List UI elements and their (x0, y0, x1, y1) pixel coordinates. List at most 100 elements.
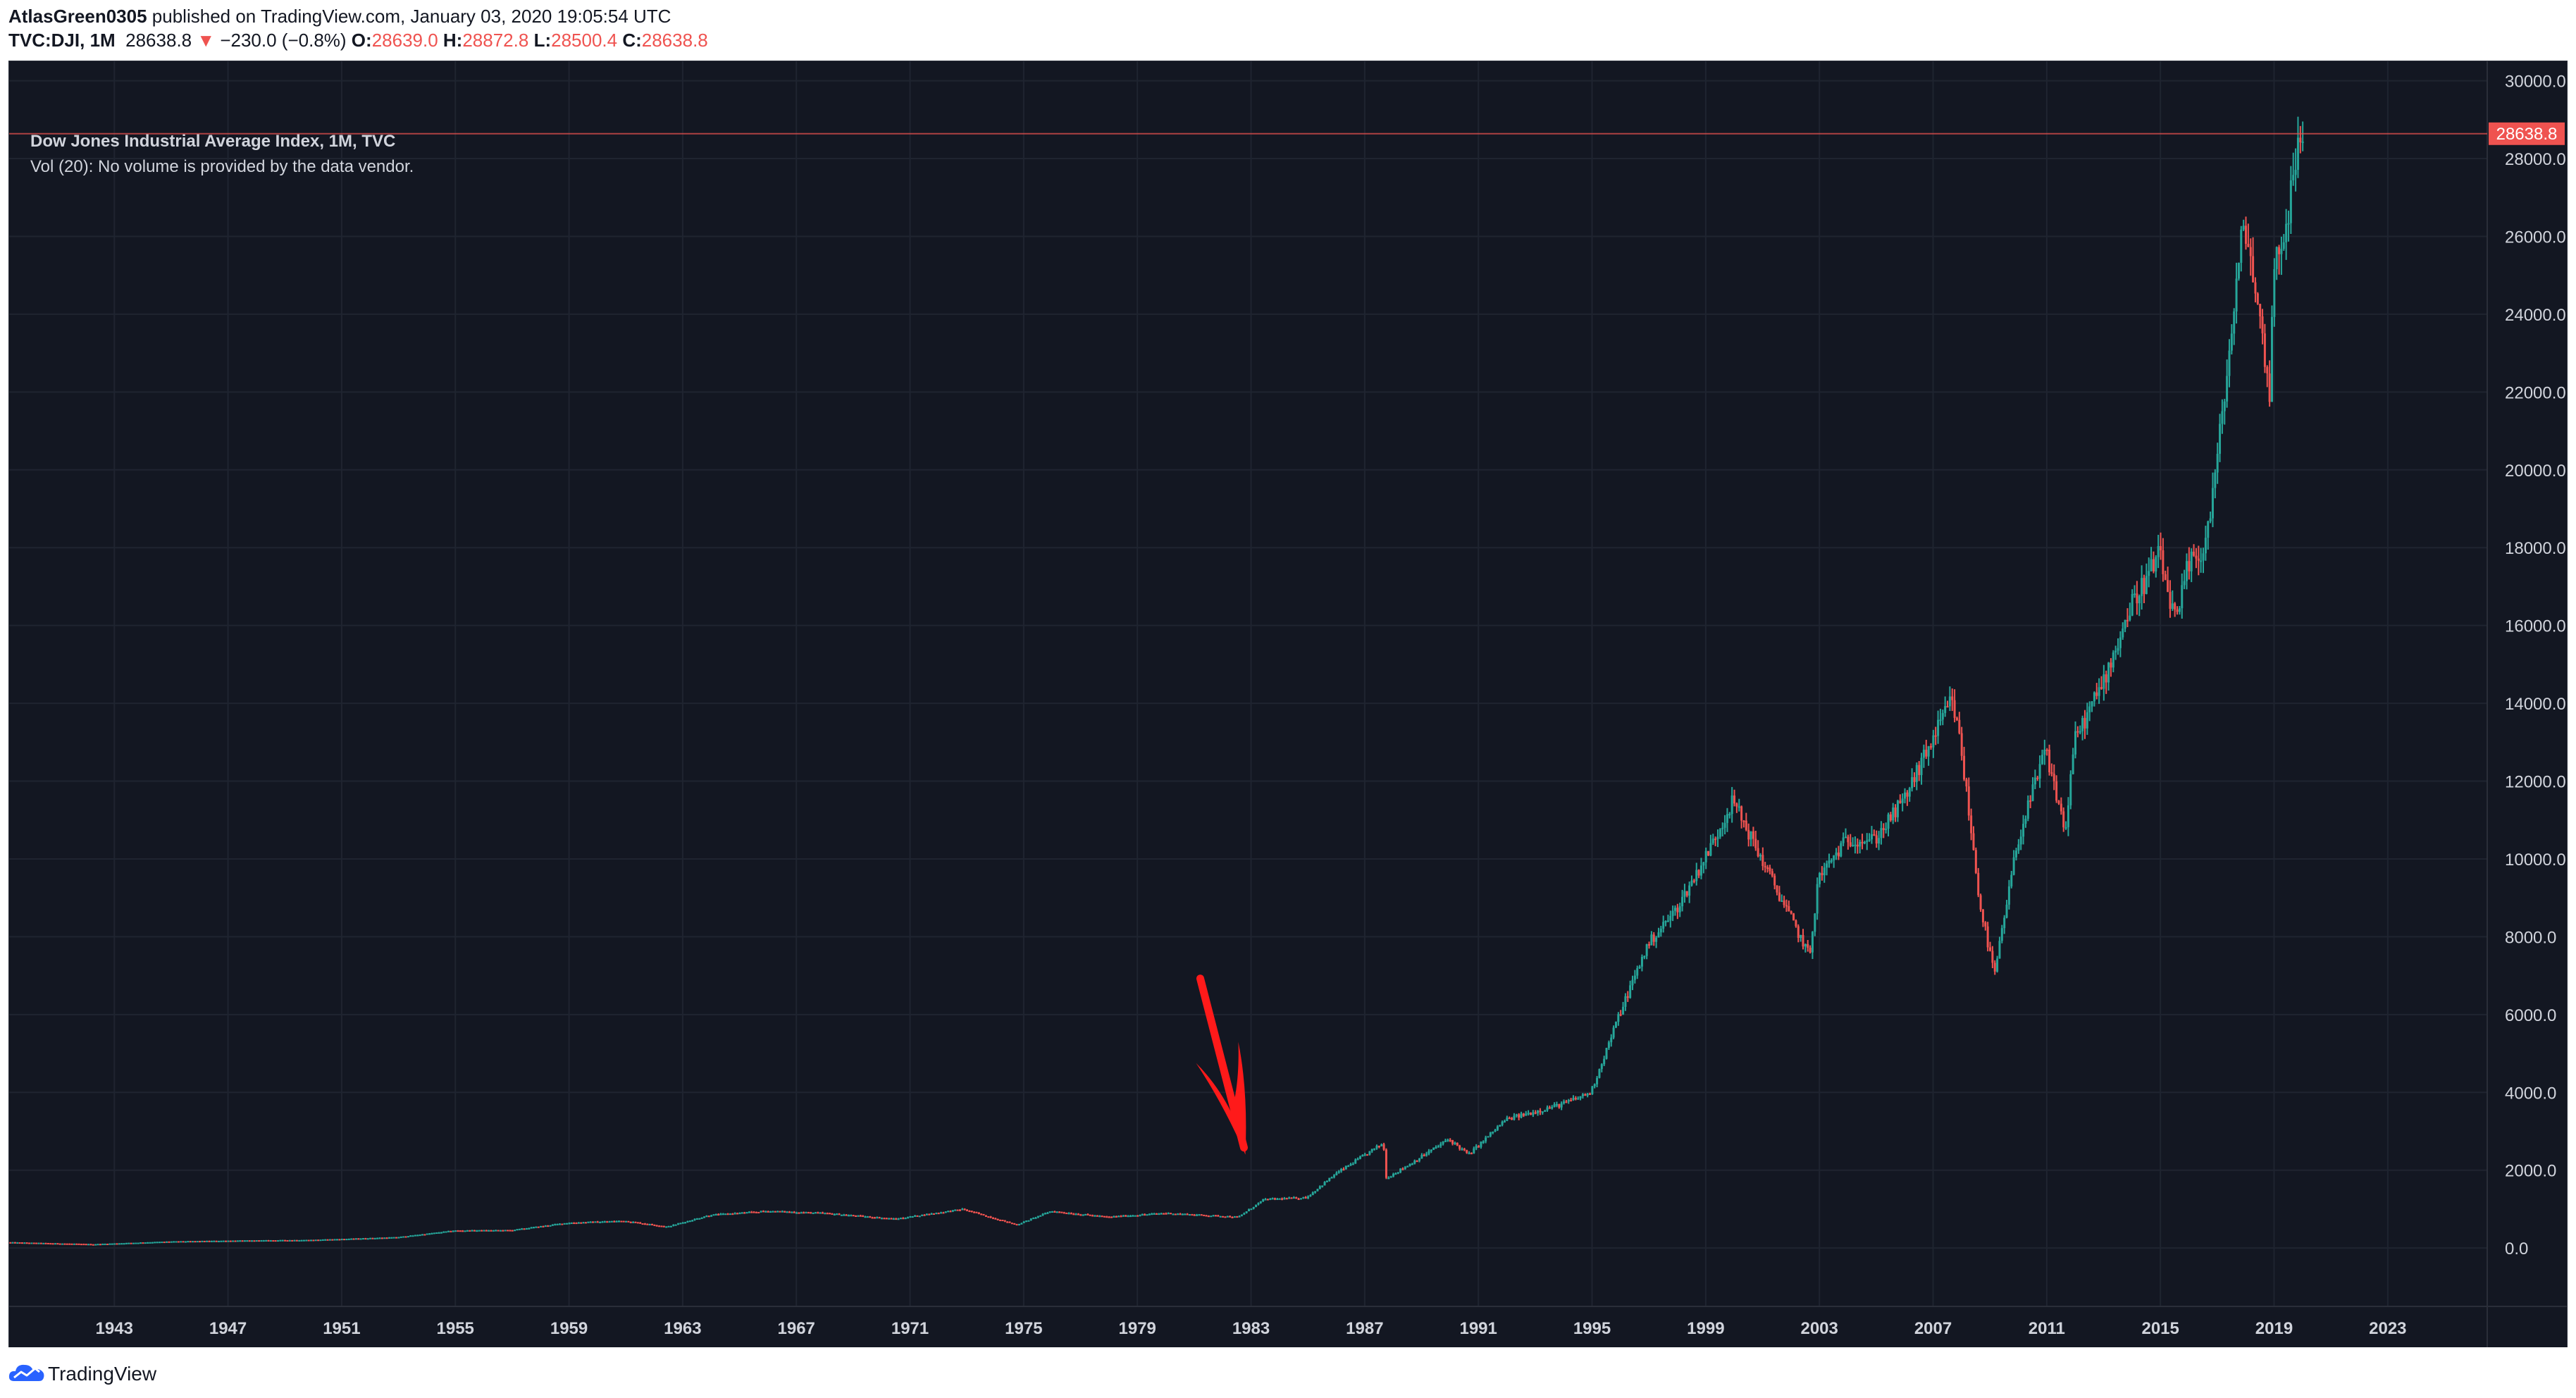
candle-body (1165, 1213, 1168, 1215)
candle-body (2007, 886, 2010, 905)
candle-body (540, 1225, 543, 1227)
candle-body (1264, 1199, 1267, 1201)
candle-body (321, 1239, 324, 1241)
candle-body (2024, 818, 2027, 824)
candle-body (1449, 1139, 1451, 1142)
candle-body (1248, 1209, 1251, 1212)
candle-body (2296, 137, 2299, 170)
candle-body (2195, 555, 2198, 559)
candle-body (352, 1238, 355, 1240)
candle-body (2188, 561, 2191, 571)
candle-body (208, 1240, 211, 1242)
candle-body (1560, 1103, 1563, 1108)
candle-body (1003, 1220, 1006, 1222)
candle-body (594, 1221, 597, 1223)
x-tick-label: 1955 (437, 1319, 474, 1338)
tradingview-cloud-icon[interactable] (7, 1360, 47, 1385)
candle-body (973, 1211, 976, 1213)
candle-body (464, 1230, 466, 1232)
candle-body (2278, 247, 2281, 254)
candle-body (1063, 1212, 1065, 1214)
candle-body (1666, 920, 1669, 922)
candle-body (935, 1213, 938, 1215)
candle-body (1210, 1215, 1213, 1218)
candle-body (66, 1243, 68, 1245)
candle-body (149, 1242, 151, 1244)
candle-body (1939, 719, 1942, 722)
candle-body (2107, 662, 2110, 683)
candle-body (35, 1242, 38, 1244)
candle-body (798, 1212, 800, 1214)
candle-body (380, 1237, 383, 1239)
candle-body (1534, 1112, 1537, 1114)
chart-panel[interactable]: 30000.0 28000.0 26000.0 24000.0 22000.0 20000… (8, 61, 2568, 1349)
candle-body (1017, 1224, 1020, 1226)
candle-body (452, 1230, 454, 1232)
candle-body (2176, 610, 2179, 612)
candle-body (840, 1214, 843, 1216)
candle-body (1738, 806, 1740, 808)
candle-body (2204, 538, 2207, 554)
candle-body (523, 1228, 526, 1230)
candle-body (1347, 1165, 1350, 1168)
candle-body (1676, 908, 1679, 913)
candle-body (1955, 717, 1958, 720)
arrow-head (1196, 1041, 1246, 1155)
candle-body (1678, 906, 1681, 913)
candle-body (1792, 913, 1795, 921)
candle-body (2067, 805, 2069, 827)
x-tick-label: 1983 (1232, 1319, 1270, 1338)
candle-body (385, 1237, 388, 1239)
candle-body (42, 1242, 45, 1244)
candle-body (1475, 1146, 1478, 1149)
candle-body (490, 1230, 493, 1232)
candle-body (987, 1216, 990, 1218)
candle-body (1141, 1214, 1144, 1216)
annotation-arrow (1196, 975, 1248, 1155)
candle-body (1297, 1198, 1300, 1200)
candle-body (2126, 619, 2129, 621)
candle-body (426, 1233, 428, 1235)
candle-body (1769, 867, 1771, 872)
candle-body (1918, 765, 1921, 775)
candle-body (1974, 850, 1977, 873)
candle-body (206, 1240, 209, 1242)
candle-body (873, 1217, 876, 1219)
candle-body (648, 1223, 651, 1225)
candle-body (1229, 1215, 1232, 1218)
candle-body (388, 1237, 390, 1239)
candle-body (1885, 829, 1888, 831)
candle-body (497, 1230, 500, 1232)
tradingview-brand[interactable]: TradingView (48, 1363, 157, 1385)
candle-body (2076, 731, 2079, 733)
candle-body (1996, 958, 1999, 972)
candle-body (383, 1237, 386, 1239)
candle-body (916, 1215, 919, 1217)
candle-body (1558, 1104, 1561, 1108)
price-chart[interactable]: 30000.0 28000.0 26000.0 24000.0 22000.0 20000… (9, 61, 2567, 1348)
candle-body (788, 1211, 791, 1213)
candle-body (741, 1212, 743, 1214)
candle-body (1596, 1077, 1599, 1084)
candle-body (191, 1241, 194, 1243)
candle-body (281, 1239, 284, 1242)
candle-body (1485, 1137, 1487, 1142)
candle-body (1607, 1042, 1610, 1048)
author-name[interactable]: AtlasGreen0305 (8, 6, 147, 27)
candle-body (885, 1218, 888, 1220)
candle-body (89, 1244, 92, 1246)
candle-body (1015, 1224, 1018, 1226)
y-tick-label: 0.0 (2505, 1239, 2528, 1258)
candle-body (963, 1208, 966, 1211)
candle-body (1034, 1217, 1037, 1219)
candle-body (1785, 905, 1788, 907)
candle-body (2209, 518, 2212, 521)
candle-body (2252, 256, 2255, 283)
candle-body (1046, 1212, 1049, 1214)
candle-body (667, 1225, 670, 1227)
candle-body (1344, 1165, 1347, 1170)
candle-body (175, 1241, 178, 1243)
candle-body (1382, 1144, 1385, 1150)
axes (9, 61, 2567, 1348)
candle-body (2148, 571, 2150, 576)
